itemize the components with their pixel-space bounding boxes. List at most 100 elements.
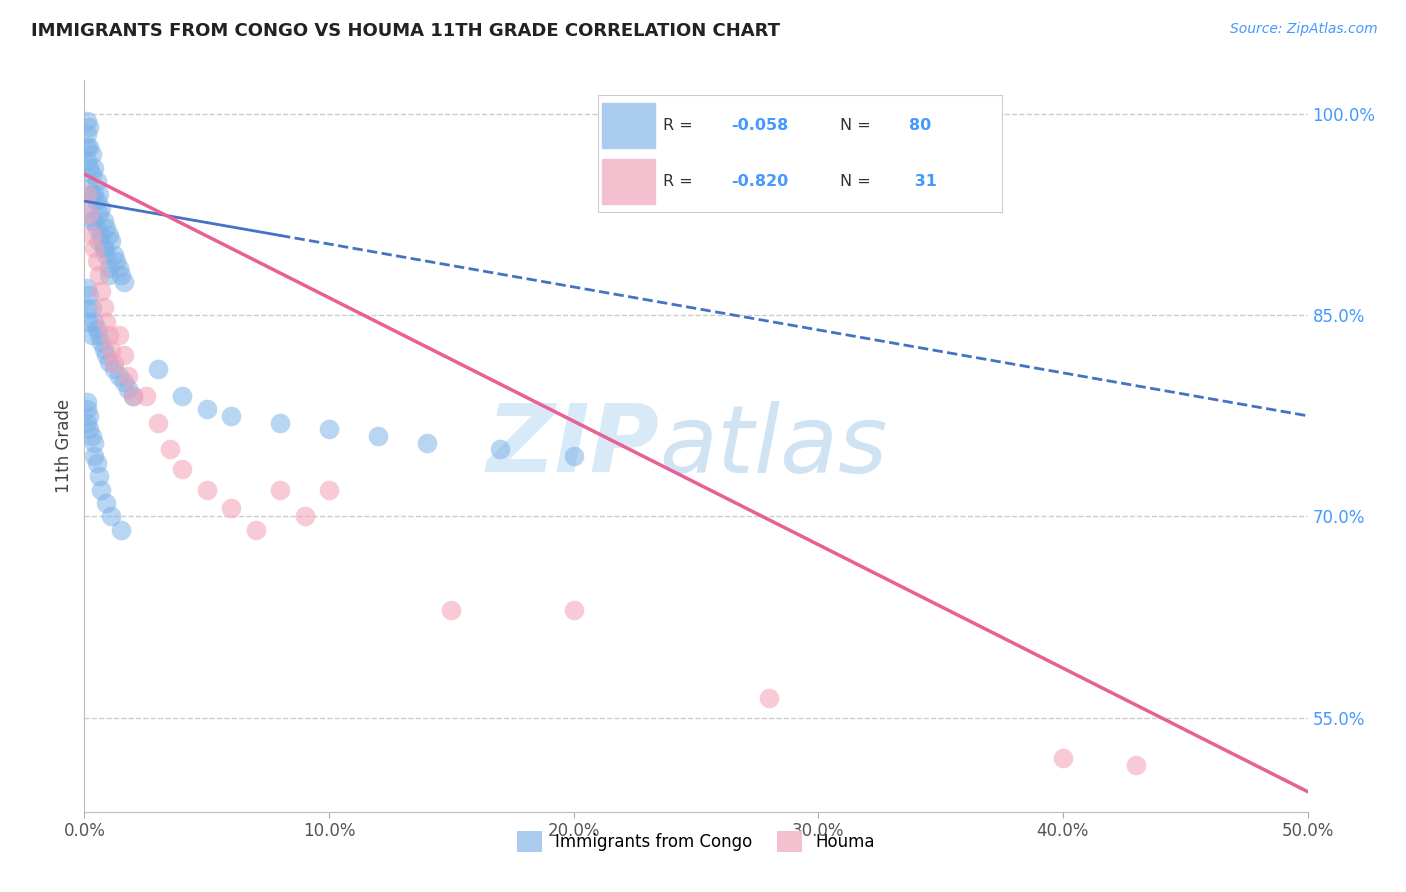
Point	[110, 523, 132, 537]
Point	[86, 221, 108, 235]
Point	[172, 389, 194, 403]
Point	[562, 449, 585, 463]
Point	[93, 342, 115, 356]
Point	[135, 389, 157, 403]
Point	[77, 288, 100, 302]
Point	[86, 456, 108, 470]
Point	[112, 376, 135, 390]
Point	[77, 180, 100, 194]
Point	[83, 241, 105, 255]
Point	[219, 409, 242, 423]
Point	[416, 435, 439, 450]
Point	[1052, 751, 1074, 765]
Point	[76, 395, 98, 409]
Point	[96, 248, 118, 262]
Point	[103, 361, 125, 376]
Point	[1125, 757, 1147, 772]
Point	[97, 227, 120, 242]
Point	[87, 187, 110, 202]
Point	[90, 334, 112, 349]
Y-axis label: 11th Grade: 11th Grade	[55, 399, 73, 493]
Text: atlas: atlas	[659, 401, 887, 491]
Point	[83, 435, 105, 450]
Point	[76, 281, 98, 295]
Point	[86, 194, 108, 208]
Point	[83, 161, 105, 175]
Point	[110, 268, 132, 282]
Point	[77, 120, 100, 135]
Point	[97, 268, 120, 282]
Point	[77, 140, 100, 154]
Point	[159, 442, 181, 457]
Legend: Immigrants from Congo, Houma: Immigrants from Congo, Houma	[510, 824, 882, 858]
Point	[562, 603, 585, 617]
Point	[93, 241, 115, 255]
Point	[90, 284, 112, 298]
Point	[80, 301, 103, 316]
Point	[80, 227, 103, 242]
Point	[76, 301, 98, 316]
Point	[100, 343, 122, 357]
Point	[80, 147, 103, 161]
Point	[96, 221, 118, 235]
Point	[90, 483, 112, 497]
Point	[76, 127, 98, 141]
Point	[367, 429, 389, 443]
Point	[76, 113, 98, 128]
Point	[269, 416, 291, 430]
Point	[87, 469, 110, 483]
Point	[97, 328, 120, 343]
Point	[87, 268, 110, 282]
Point	[245, 523, 267, 537]
Point	[146, 361, 169, 376]
Point	[117, 382, 139, 396]
Point	[77, 207, 100, 221]
Point	[96, 348, 118, 362]
Point	[86, 254, 108, 268]
Point	[112, 348, 135, 362]
Point	[122, 389, 145, 403]
Point	[83, 214, 105, 228]
Point	[440, 603, 463, 617]
Point	[80, 328, 103, 343]
Point	[195, 483, 218, 497]
Point	[93, 214, 115, 228]
Point	[172, 462, 194, 476]
Text: Source: ZipAtlas.com: Source: ZipAtlas.com	[1230, 22, 1378, 37]
Point	[80, 187, 103, 202]
Point	[758, 690, 780, 705]
Point	[76, 402, 98, 417]
Point	[117, 368, 139, 383]
Point	[219, 501, 242, 516]
Point	[77, 161, 100, 175]
Point	[107, 368, 129, 383]
Text: ZIP: ZIP	[486, 400, 659, 492]
Point	[103, 356, 125, 370]
Point	[87, 328, 110, 343]
Point	[77, 409, 100, 423]
Point	[489, 442, 512, 457]
Point	[97, 261, 120, 276]
Point	[80, 429, 103, 443]
Point	[146, 416, 169, 430]
Point	[86, 321, 108, 335]
Text: IMMIGRANTS FROM CONGO VS HOUMA 11TH GRADE CORRELATION CHART: IMMIGRANTS FROM CONGO VS HOUMA 11TH GRAD…	[31, 22, 780, 40]
Point	[93, 300, 115, 314]
Point	[318, 483, 340, 497]
Point	[107, 328, 129, 343]
Point	[93, 241, 115, 255]
Point	[76, 140, 98, 154]
Point	[96, 496, 118, 510]
Point	[112, 275, 135, 289]
Point	[269, 483, 291, 497]
Point	[77, 201, 100, 215]
Point	[80, 214, 103, 228]
Point	[318, 422, 340, 436]
Point	[86, 174, 108, 188]
Point	[107, 261, 129, 276]
Point	[87, 207, 110, 221]
Point	[97, 355, 120, 369]
Point	[105, 254, 128, 268]
Point	[76, 153, 98, 168]
Point	[96, 315, 118, 329]
